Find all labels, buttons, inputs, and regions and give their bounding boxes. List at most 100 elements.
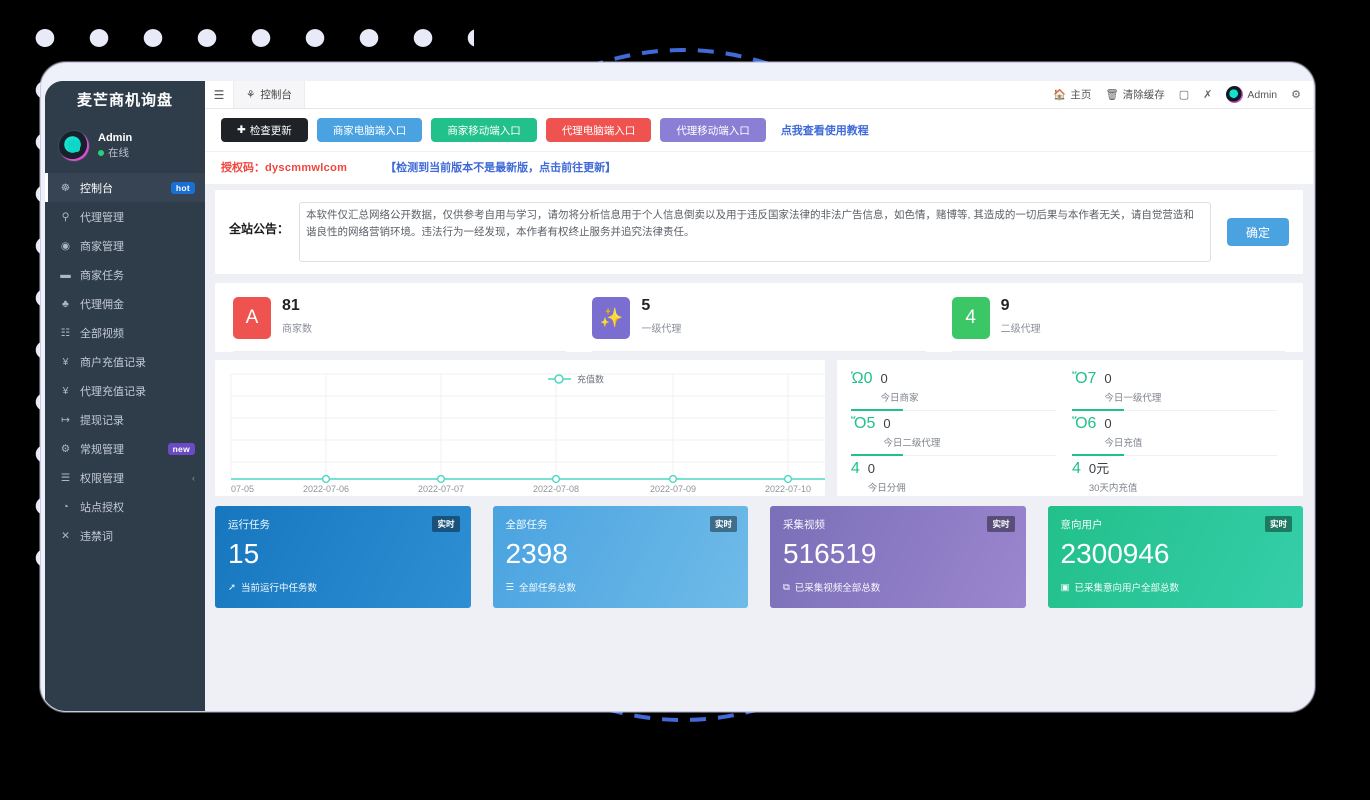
kpi-tile-value: 2300946 — [1061, 540, 1291, 568]
update-warning-link[interactable]: 【检测到当前版本不是最新版，点击前往更新】 — [385, 159, 616, 175]
tab-dashboard[interactable]: ⚘ 控制台 — [233, 81, 305, 108]
home-button[interactable]: 🏠 主页 — [1053, 87, 1091, 102]
kpi-tile-caption: 当前运行中任务数 — [241, 580, 317, 594]
confirm-button[interactable]: 确定 — [1227, 218, 1289, 246]
sidebar-nav: ☸ 控制台 hot ⚲ 代理管理 ◉ 商家管理 ▬ 商家任务 ♣ 代理佣金 ☷ 全部视频 ¥ 商户充值记录 ¥… — [45, 173, 205, 550]
user-menu[interactable]: Admin — [1226, 86, 1277, 103]
sidebar-item-1[interactable]: ⚲ 代理管理 — [45, 202, 205, 231]
today-stat-caption: 今日二级代理 — [883, 435, 940, 449]
sidebar-item-9[interactable]: ⚙ 常规管理 new — [45, 434, 205, 463]
kpi-tile[interactable]: 全部任务 实时 2398 ☰ 全部任务总数 — [493, 506, 749, 608]
license-label: 授权码： — [221, 162, 265, 174]
tab-dashboard-label: 控制台 — [260, 87, 292, 102]
user-circle-icon: ὆4 — [1072, 461, 1081, 477]
today-stat-caption: 今日充值 — [1104, 435, 1142, 449]
chart-x-axis-labels: 07-05 2022-07-06 2022-07-07 2022-07-08 2022-… — [231, 484, 825, 494]
agent-manage-icon: ⚲ — [59, 211, 72, 223]
summary-stat-cell: ὆A 81 商家数 — [233, 297, 566, 352]
topbar: ☰ ⚘ 控制台 🏠 主页 🗑 清除缓存 ▢ — [205, 81, 1313, 109]
sidebar-item-label: 违禁词 — [80, 528, 195, 544]
today-stat-cell: ὆4 0 今日分佣 — [849, 456, 1070, 496]
sidebar-item-2[interactable]: ◉ 商家管理 — [45, 231, 205, 260]
banned-word-icon: ✕ — [59, 530, 72, 542]
merchant-mobile-entry-button[interactable]: 商家移动端入口 — [431, 118, 537, 142]
today-stat-caption: 30天内充值 — [1089, 480, 1138, 494]
today-stat-cell: Ὄ7 0 今日一级代理 — [1070, 366, 1291, 411]
sidebar-item-10[interactable]: ☰ 权限管理 ‹ — [45, 463, 205, 492]
sidebar-item-0[interactable]: ☸ 控制台 hot — [45, 173, 205, 202]
sidebar-item-label: 站点授权 — [80, 499, 195, 515]
decorative-dot-grid-top — [14, 8, 474, 70]
kpi-tile[interactable]: 采集视频 实时 516519 ⧉ 已采集视频全部总数 — [770, 506, 1026, 608]
status-badge: 实时 — [1265, 516, 1292, 532]
summary-stat-value: 9 — [1001, 297, 1041, 315]
kpi-tile-value: 15 — [228, 540, 458, 568]
status-badge: 实时 — [987, 516, 1014, 532]
kpi-tiles-row: 运行任务 实时 15 ➚ 当前运行中任务数 全部任务 实时 2398 ☰ 全部任务总数 采集视频 实时… — [215, 506, 1303, 608]
avatar — [59, 131, 89, 161]
summary-stat-caption: 一级代理 — [641, 320, 681, 335]
sidebar-item-label: 代理管理 — [80, 209, 195, 225]
tutorial-link[interactable]: 点我查看使用教程 — [781, 122, 869, 138]
kpi-tile-title: 全部任务 — [506, 517, 736, 532]
check-update-button[interactable]: ✚ 检查更新 — [221, 118, 308, 142]
agent-pc-entry-button[interactable]: 代理电脑端入口 — [546, 118, 652, 142]
sidebar-item-label: 控制台 — [80, 180, 163, 196]
status-badge: 实时 — [432, 516, 459, 532]
license-code: dyscmmwlcom — [265, 162, 347, 174]
fullscreen-icon[interactable]: ✗ — [1203, 88, 1212, 101]
sidebar-user-name: Admin — [98, 131, 132, 146]
sidebar-item-11[interactable]: ◔ 站点授权 — [45, 492, 205, 521]
general-settings-icon: ⚙ — [59, 443, 72, 455]
sidebar-item-label: 商户充值记录 — [80, 354, 195, 370]
browser-window-frame: 麦芒商机询盘 Admin 在线 ☸ 控制台 hot ⚲ 代理管理 ◉ 商家管理 ▬ 商家任务 ♣ 代… — [40, 62, 1315, 712]
calendar-plus-icon: Ὄ6 — [1072, 416, 1096, 432]
chart-legend: 充值数 — [548, 374, 604, 385]
magic-wand-icon: ✨ — [592, 297, 630, 339]
chart-gridlines — [231, 374, 825, 479]
image-icon: ▣ — [1061, 582, 1070, 593]
main-area: ☰ ⚘ 控制台 🏠 主页 🗑 清除缓存 ▢ — [205, 81, 1313, 712]
check-update-label: 检查更新 — [250, 123, 292, 138]
kpi-tile-caption: 全部任务总数 — [519, 580, 576, 594]
sidebar-user-profile[interactable]: Admin 在线 — [45, 121, 205, 173]
kpi-tile[interactable]: 运行任务 实时 15 ➚ 当前运行中任务数 — [215, 506, 471, 608]
list-icon: ☰ — [506, 582, 515, 593]
svg-text:充值数: 充值数 — [577, 374, 604, 385]
all-video-icon: ☷ — [59, 327, 72, 339]
sidebar-item-7[interactable]: ¥ 代理充值记录 — [45, 376, 205, 405]
merchant-pc-entry-button[interactable]: 商家电脑端入口 — [317, 118, 423, 142]
hamburger-icon[interactable]: ☰ — [205, 81, 233, 108]
clear-cache-label: 清除缓存 — [1123, 87, 1165, 102]
clear-cache-button[interactable]: 🗑 清除缓存 — [1105, 87, 1164, 102]
commission-icon: ♣ — [59, 298, 72, 310]
sidebar-item-6[interactable]: ¥ 商户充值记录 — [45, 347, 205, 376]
today-stat-value: 0 — [881, 371, 888, 386]
sidebar-item-4[interactable]: ♣ 代理佣金 — [45, 289, 205, 318]
sidebar-item-5[interactable]: ☷ 全部视频 — [45, 318, 205, 347]
kpi-tile[interactable]: 意向用户 实时 2300946 ▣ 已采集意向用户全部总数 — [1048, 506, 1304, 608]
summary-stat-caption: 商家数 — [282, 320, 312, 335]
sidebar-item-8[interactable]: ↦ 提现记录 — [45, 405, 205, 434]
gear-icon[interactable]: ⚙ — [1291, 88, 1301, 101]
home-icon: 🏠 — [1053, 88, 1066, 101]
chart-x-tick-label: 2022-07-06 — [303, 484, 349, 494]
sidebar-item-3[interactable]: ▬ 商家任务 — [45, 260, 205, 289]
today-stat-caption: 今日分佣 — [868, 480, 906, 494]
sidebar-item-badge: new — [168, 443, 195, 455]
today-stat-value: 0 — [868, 461, 875, 476]
kpi-tile-title: 采集视频 — [783, 517, 1013, 532]
sidebar-item-12[interactable]: ✕ 违禁词 — [45, 521, 205, 550]
avatar — [1226, 86, 1243, 103]
theme-icon[interactable]: ▢ — [1179, 88, 1189, 101]
license-row: 授权码：dyscmmwlcom 【检测到当前版本不是最新版，点击前往更新】 — [205, 151, 1313, 184]
chart-x-tick-label: 2022-07-10 — [765, 484, 811, 494]
sidebar-user-status: 在线 — [98, 146, 132, 160]
today-stat-value: 0元 — [1089, 461, 1109, 476]
summary-stat-cell: ✨ 5 一级代理 — [592, 297, 925, 352]
agent-mobile-entry-button[interactable]: 代理移动端入口 — [660, 118, 766, 142]
recharge-line-chart: 充值数 07-05 2022-07-06 2022-07-07 2022-07-08 2… — [215, 360, 825, 496]
license-label-group: 授权码：dyscmmwlcom — [221, 159, 347, 175]
site-notice-textarea[interactable] — [299, 202, 1211, 262]
site-notice-card: 全站公告： 确定 — [215, 190, 1303, 274]
